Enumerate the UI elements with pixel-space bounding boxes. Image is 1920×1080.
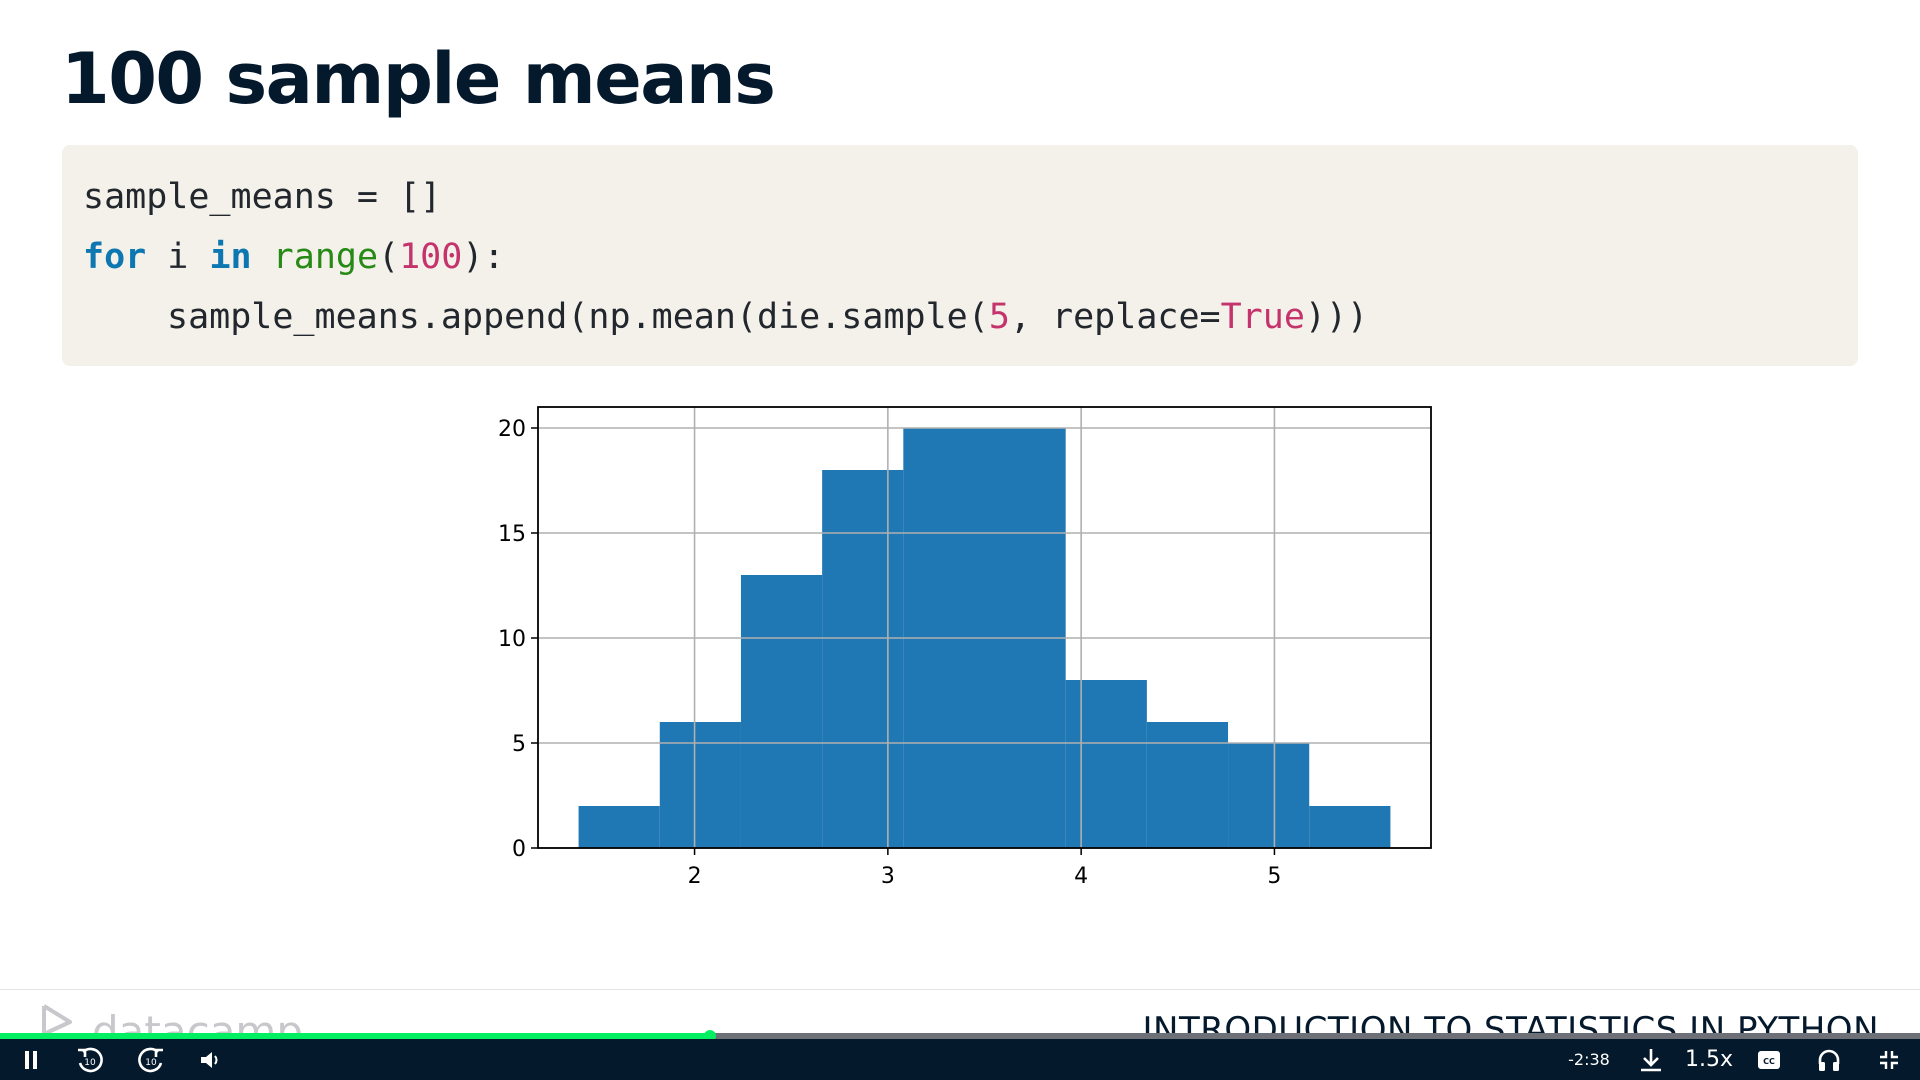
histogram-bar <box>1228 743 1310 848</box>
histogram-bar <box>578 806 660 848</box>
code-builtin-range: range <box>272 237 379 277</box>
code-block: sample_means = [] for i in range(100): s… <box>62 145 1858 366</box>
captions-button[interactable]: CC <box>1756 1039 1782 1080</box>
code-keyword-for: for <box>83 237 147 277</box>
code-keyword-in: in <box>209 237 252 277</box>
captions-label: CC <box>1763 1057 1775 1066</box>
histogram-bar <box>1309 806 1391 848</box>
download-button[interactable] <box>1636 1039 1666 1080</box>
y-tick-label: 5 <box>512 732 526 757</box>
download-icon <box>1641 1048 1661 1071</box>
audio-only-button[interactable] <box>1814 1039 1844 1080</box>
forward-10-button[interactable]: 10 <box>133 1039 169 1080</box>
rewind-label: 10 <box>84 1058 96 1068</box>
playback-speed-button[interactable]: 1.5x <box>1684 1047 1733 1072</box>
code-call: sample_means.append(np.mean(die.sample( <box>167 297 989 337</box>
pause-icon <box>25 1050 37 1069</box>
rewind-10-button[interactable]: 10 <box>72 1039 108 1080</box>
x-tick-label: 4 <box>1074 864 1088 889</box>
histogram-bar <box>1146 722 1229 848</box>
y-tick-label: 15 <box>498 522 526 547</box>
histogram-chart: 2 3 4 5 0 5 10 15 20 <box>498 406 1432 889</box>
code-number: 100 <box>399 237 463 277</box>
forward-label: 10 <box>145 1058 157 1068</box>
logo-text: datacamp <box>92 1007 304 1038</box>
plot-frame <box>537 406 1432 849</box>
code-space <box>252 237 273 277</box>
code-line-2: for i in range(100): <box>83 227 1858 287</box>
headphones-icon <box>1818 1049 1840 1071</box>
exit-fullscreen-button[interactable] <box>1874 1039 1904 1080</box>
x-tick-label: 2 <box>688 864 702 889</box>
pause-button[interactable] <box>14 1039 48 1080</box>
progress-bar-fill <box>0 1033 711 1039</box>
y-tick-label: 0 <box>512 837 526 862</box>
histogram-bar <box>740 575 823 848</box>
code-args: , replace= <box>1009 297 1221 337</box>
player-controls: 10 10 -2:38 1.5x CC <box>0 1039 1920 1080</box>
code-number: 5 <box>988 297 1010 337</box>
exit-fullscreen-icon <box>1880 1050 1898 1069</box>
code-constant-true: True <box>1220 297 1305 337</box>
histogram-bar <box>659 722 741 848</box>
x-tick-label: 3 <box>881 864 895 889</box>
volume-button[interactable] <box>196 1039 226 1080</box>
code-call-close: ))) <box>1304 297 1369 337</box>
rewind-icon: 10 <box>78 1047 103 1072</box>
code-variable: i <box>146 237 210 277</box>
code-line-3: sample_means.append(np.mean(die.sample(5… <box>83 287 1858 347</box>
slide-title: 100 sample means <box>61 38 776 120</box>
time-remaining: -2:38 <box>1568 1050 1610 1069</box>
code-line-1: sample_means = [] <box>83 177 442 217</box>
code-paren-close: ): <box>462 237 505 277</box>
forward-icon: 10 <box>138 1047 163 1072</box>
y-tick-label: 10 <box>498 627 526 652</box>
histogram-bar <box>822 470 904 848</box>
x-tick-label: 5 <box>1267 864 1281 889</box>
y-tick-label: 20 <box>498 417 526 442</box>
code-paren-open: ( <box>378 237 400 277</box>
captions-icon: CC <box>1758 1050 1780 1069</box>
volume-icon <box>201 1051 218 1068</box>
histogram-bar <box>1065 680 1147 848</box>
footer-divider <box>0 989 1920 990</box>
